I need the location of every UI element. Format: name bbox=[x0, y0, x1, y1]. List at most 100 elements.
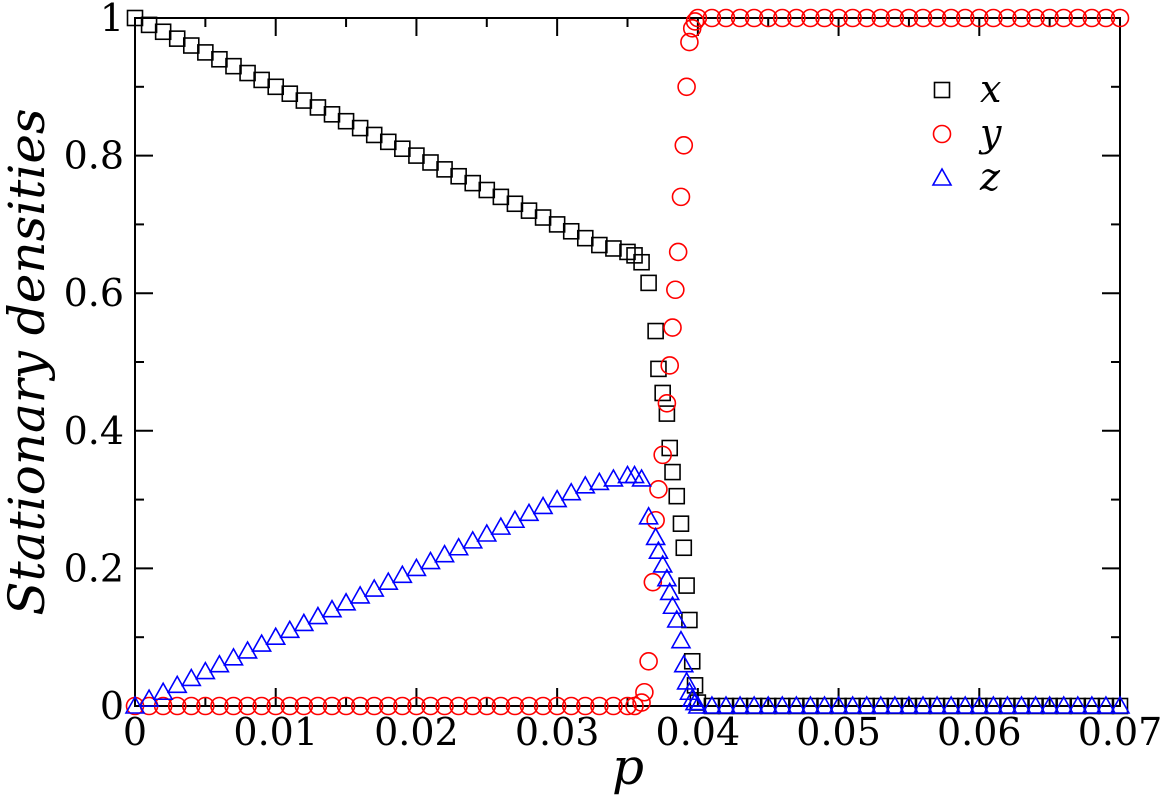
x-tick-label: 0.07 bbox=[1078, 710, 1163, 754]
point-z bbox=[180, 667, 202, 687]
point-z bbox=[870, 695, 892, 714]
point-y bbox=[407, 696, 426, 716]
x-tick-label: 0 bbox=[123, 710, 147, 754]
point-y bbox=[491, 696, 511, 716]
point-y bbox=[639, 651, 658, 671]
point-x bbox=[337, 112, 355, 130]
x-tick-label: 0.03 bbox=[515, 710, 600, 754]
y-axis-label: Stationary densities bbox=[0, 108, 56, 615]
point-x bbox=[605, 240, 622, 257]
point-z bbox=[546, 488, 568, 508]
point-x bbox=[591, 236, 608, 254]
point-z bbox=[1011, 695, 1032, 714]
point-y bbox=[505, 696, 525, 716]
series-y bbox=[125, 8, 1130, 716]
point-z bbox=[307, 605, 329, 625]
point-x bbox=[672, 515, 690, 532]
x-tick-label: 0.02 bbox=[374, 710, 459, 754]
point-z bbox=[743, 695, 765, 714]
point-y bbox=[421, 696, 440, 716]
point-y bbox=[561, 696, 581, 716]
point-x bbox=[562, 222, 580, 240]
point-x bbox=[520, 202, 538, 219]
point-z bbox=[814, 695, 835, 714]
point-y bbox=[913, 8, 933, 28]
point-y bbox=[224, 696, 243, 716]
point-y bbox=[716, 8, 736, 28]
point-y bbox=[643, 572, 663, 592]
point-x bbox=[668, 487, 686, 505]
point-z bbox=[785, 695, 807, 714]
y-tick-label: 0.4 bbox=[64, 409, 124, 453]
x-tick-labels: 0 0.01 0.02 0.03 0.04 0.05 0.06 0.07 bbox=[123, 710, 1162, 754]
point-x bbox=[548, 216, 566, 233]
point-x bbox=[154, 23, 172, 41]
point-x bbox=[267, 78, 285, 96]
legend-marker-y bbox=[932, 124, 952, 144]
point-z bbox=[1095, 695, 1117, 714]
point-x bbox=[168, 30, 186, 47]
point-z bbox=[251, 633, 273, 652]
point-x bbox=[323, 106, 341, 123]
point-y bbox=[1040, 8, 1059, 28]
point-z bbox=[138, 688, 160, 707]
point-z bbox=[926, 695, 948, 714]
x-tick-label: 0.06 bbox=[937, 710, 1022, 754]
point-y bbox=[984, 8, 1003, 28]
point-x bbox=[309, 99, 327, 116]
legend-marker-z bbox=[931, 167, 953, 186]
point-y bbox=[885, 8, 905, 28]
point-y bbox=[801, 8, 820, 28]
point-x bbox=[647, 322, 664, 340]
point-z bbox=[687, 695, 709, 714]
point-y bbox=[677, 77, 696, 97]
point-z bbox=[1039, 695, 1061, 714]
point-x bbox=[478, 181, 496, 199]
point-z bbox=[420, 550, 441, 570]
point-y bbox=[519, 696, 539, 716]
point-z bbox=[574, 475, 596, 494]
x-tick-label: 0.04 bbox=[656, 710, 741, 754]
point-y bbox=[787, 8, 806, 28]
point-x bbox=[658, 405, 676, 422]
point-z bbox=[652, 554, 674, 573]
point-x bbox=[683, 652, 701, 670]
point-z bbox=[997, 695, 1018, 714]
point-x bbox=[678, 577, 695, 594]
point-z bbox=[349, 585, 371, 604]
point-y bbox=[1012, 8, 1031, 28]
point-z bbox=[679, 681, 700, 701]
point-z bbox=[701, 695, 723, 714]
point-x bbox=[640, 274, 657, 292]
point-y bbox=[322, 696, 342, 716]
point-y bbox=[210, 696, 229, 716]
point-z bbox=[729, 695, 751, 714]
point-y bbox=[649, 479, 668, 499]
point-y bbox=[308, 696, 328, 716]
point-z bbox=[532, 495, 554, 515]
point-y bbox=[618, 696, 637, 716]
point-x bbox=[450, 167, 467, 185]
x-tick-label: 0.01 bbox=[233, 710, 318, 754]
point-y bbox=[533, 696, 553, 716]
point-x bbox=[365, 126, 383, 144]
point-z bbox=[391, 564, 413, 584]
point-z bbox=[954, 695, 976, 714]
point-x bbox=[225, 57, 242, 75]
point-y bbox=[680, 32, 699, 52]
point-y bbox=[969, 8, 989, 28]
point-y bbox=[1096, 8, 1116, 28]
point-z bbox=[968, 695, 990, 714]
point-z bbox=[293, 612, 315, 632]
point-z bbox=[676, 671, 697, 690]
point-y bbox=[336, 696, 356, 716]
point-y bbox=[663, 318, 682, 337]
legend-marker-x bbox=[933, 81, 951, 99]
y-tick-label: 0.8 bbox=[64, 134, 124, 178]
point-y bbox=[575, 696, 595, 716]
point-z bbox=[124, 695, 146, 714]
point-z bbox=[828, 695, 849, 714]
point-y bbox=[758, 8, 778, 28]
point-z bbox=[588, 471, 610, 491]
point-z bbox=[209, 654, 230, 673]
